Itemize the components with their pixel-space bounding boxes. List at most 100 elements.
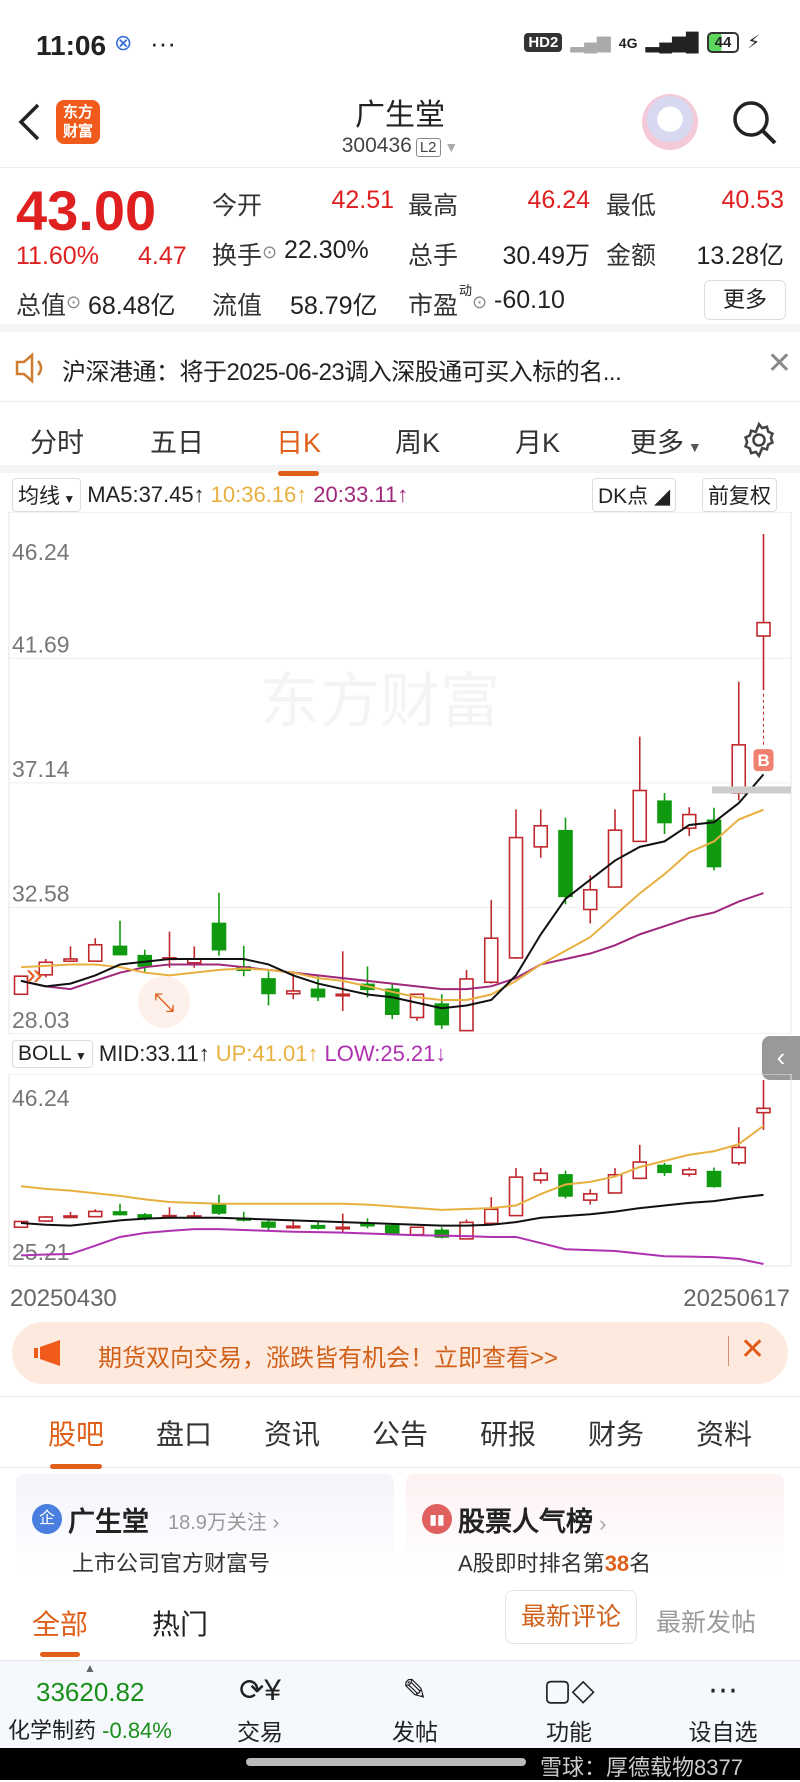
candle-up [731, 744, 747, 794]
bottom-bar: ▲ 33620.82 化学制药 -0.84% ⟳¥ 交易 ✎ 发帖 ▢◇ 功能 ⋯ 设自… [0, 1660, 800, 1748]
candle-down [657, 800, 672, 824]
section-tab[interactable]: 盘口 [156, 1419, 213, 1450]
change-amount: 4.47 [138, 242, 187, 270]
dk-point-button[interactable]: DK点 ◢ [592, 478, 677, 512]
add-watchlist-button[interactable]: ⋯ 设自选 [678, 1669, 768, 1747]
candle-up [632, 1161, 648, 1180]
ma20-value: 20:33.11↑ [313, 482, 409, 507]
sort-latest-post[interactable]: 最新发帖 [656, 1609, 757, 1637]
level2-badge: L2 [415, 138, 441, 157]
sector-index-value[interactable]: 33620.82 [36, 1677, 145, 1707]
tab-weekly-k[interactable]: 周K [395, 428, 441, 458]
candle-up [756, 621, 771, 637]
quote-label[interactable]: 总值 [16, 292, 67, 320]
feed-tab-all[interactable]: 全部 [32, 1609, 89, 1640]
promo-banner[interactable]: 期货双向交易，涨跌皆有机会！立即查看>> ✕ [12, 1322, 788, 1384]
fullscreen-icon[interactable]: ⤡ [138, 976, 190, 1028]
section-tab[interactable]: 研报 [480, 1419, 537, 1450]
candle-down [384, 1224, 400, 1235]
trade-button[interactable]: ⟳¥ 交易 [215, 1669, 305, 1747]
home-gesture-handle[interactable] [246, 1758, 526, 1766]
search-icon[interactable] [730, 98, 780, 148]
speaker-icon [15, 352, 43, 384]
tab-five-day[interactable]: 五日 [150, 428, 204, 458]
candle-up [681, 813, 697, 830]
quote-panel: 43.00 11.60% 4.47 今开 42.51 最高 46.24 最低 40.53 换… [0, 170, 800, 332]
close-notice-icon[interactable]: ✕ [766, 347, 792, 380]
sort-latest-comment[interactable]: 最新评论 [505, 1590, 637, 1644]
adjust-mode-button[interactable]: 前复权 [702, 478, 777, 512]
quote-value: -60.10 [494, 286, 565, 314]
network-type: 4G [618, 34, 638, 51]
x-axis-date: 20250430 [10, 1285, 117, 1312]
quote-label[interactable]: 换手 [212, 242, 263, 270]
info-icon[interactable]: ⊙ [472, 292, 488, 312]
status-bar: 11:06 ⊗ ··· HD2 ▂▄▆ 4G ▂▄▆█ 44 ⚡ [0, 0, 800, 88]
candle-down [112, 945, 128, 956]
candle-up [681, 1168, 697, 1175]
buy-signal-label: B [758, 751, 770, 770]
info-icon[interactable]: ⊙ [66, 292, 82, 312]
buy-signal-badge [753, 749, 774, 772]
boll-low-value: LOW:25.21↓ [324, 1041, 447, 1066]
quote-label: 金额 [606, 242, 657, 270]
section-tab[interactable]: 公告 [372, 1419, 429, 1450]
last-price: 43.00 [16, 179, 157, 242]
notice-bar[interactable]: 沪深港通：将于2025-06-23调入深股通可买入标的名... ✕ [0, 334, 800, 402]
candle-up [607, 829, 623, 888]
feed-tab-hot[interactable]: 热门 [152, 1609, 209, 1640]
candle-down [310, 988, 326, 998]
functions-button[interactable]: ▢◇ 功能 [524, 1669, 614, 1747]
tab-monthly-k[interactable]: 月K [515, 428, 561, 458]
enterprise-icon: 企 [32, 1504, 62, 1534]
trade-yen-icon: ⟳¥ [239, 1674, 281, 1707]
collapse-panel-icon[interactable]: ‹ [762, 1036, 800, 1080]
boll-selector[interactable]: BOLL ▼ [12, 1040, 93, 1068]
quote-value: 40.53 [721, 186, 784, 214]
candle-up [731, 1146, 747, 1164]
popularity-card[interactable]: ▮▮ 股票人气榜 › A股即时排名第38名 [406, 1474, 784, 1576]
app-logo: 东方 财富 [56, 100, 100, 144]
quote-value: 46.24 [527, 186, 590, 214]
close-promo-icon[interactable]: ✕ [740, 1333, 766, 1366]
assistant-avatar[interactable] [642, 94, 698, 150]
candle-up [607, 1173, 623, 1194]
indicator-selector[interactable]: 均线 ▼ [12, 478, 82, 512]
ma-legend: 均线 ▼ MA5:37.45↑ 10:36.16↑ 20:33.11↑ [12, 478, 408, 512]
candle-up [409, 993, 425, 1019]
section-tab[interactable]: 股吧 [48, 1413, 104, 1469]
candle-up [508, 1176, 524, 1217]
bar-chart-icon: ▮▮ [422, 1504, 452, 1534]
quote-value: 30.49万 [502, 242, 590, 270]
settings-gear-icon[interactable] [740, 421, 778, 459]
quote-label: 最高 [408, 192, 459, 220]
stock-code[interactable]: 300436 L2 ▼ [341, 134, 459, 157]
boll-chart[interactable]: 46.24 25.21 20250430 20250617 [0, 1074, 800, 1324]
watermark: 雪球：厚德载物8377 [540, 1755, 743, 1780]
more-quote-button[interactable]: 更多 [704, 280, 786, 320]
y-tick-label: 46.24 [12, 539, 70, 565]
wifi-signal-icon: ▂▄▆ [570, 32, 611, 52]
section-tab[interactable]: 资讯 [264, 1419, 321, 1450]
back-icon[interactable] [16, 102, 42, 142]
more-circle-icon: ⋯ [708, 1674, 738, 1707]
plot-frame [8, 512, 792, 1034]
candle-up [632, 789, 648, 843]
post-button[interactable]: ✎ 发帖 [370, 1669, 460, 1747]
boll-legend: BOLL ▼ MID:33.11↑ UP:41.01↑ LOW:25.21↓ [12, 1040, 446, 1068]
kline-chart[interactable]: 东方财富 46.24 41.69 37.14 32.58 28.03 B [0, 512, 800, 1034]
candle-up [285, 1225, 301, 1229]
candle-down [558, 829, 573, 898]
quote-label[interactable]: 市盈 [408, 292, 459, 320]
company-card[interactable]: 企 广生堂 18.9万关注 › 上市公司官方财富号 [16, 1474, 394, 1576]
sector-info[interactable]: 化学制药 -0.84% [8, 1718, 172, 1743]
section-tab[interactable]: 财务 [588, 1419, 645, 1450]
tab-daily-k[interactable]: 日K [276, 421, 321, 476]
candle-up [38, 1216, 54, 1222]
expand-left-icon[interactable]: » [26, 958, 43, 991]
section-tab[interactable]: 资料 [696, 1419, 753, 1450]
info-icon[interactable]: ⊙ [262, 242, 278, 262]
candle-up [483, 937, 499, 984]
tab-intraday[interactable]: 分时 [30, 428, 84, 458]
tab-more[interactable]: 更多 ▼ [630, 428, 702, 458]
